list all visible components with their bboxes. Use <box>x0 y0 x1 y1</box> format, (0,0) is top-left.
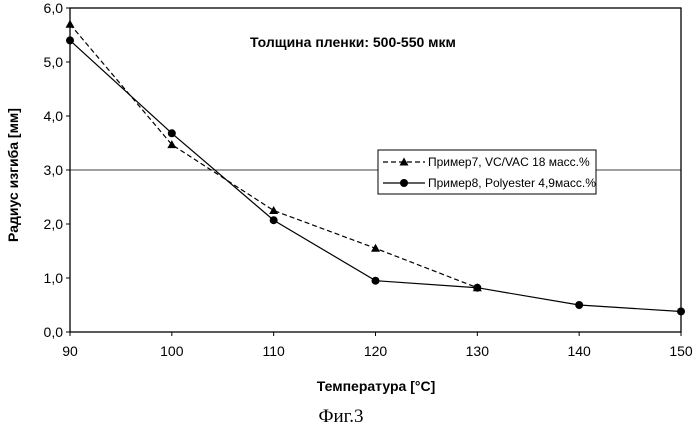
y-tick-label: 0,0 <box>44 324 64 340</box>
legend-label-series-2: Пример8, Polyester 4,9масс.% <box>428 176 596 190</box>
y-tick-label: 2,0 <box>44 216 64 232</box>
data-point-circle <box>66 36 74 45</box>
data-point-circle <box>677 307 685 316</box>
data-point-triangle <box>269 206 279 214</box>
legend-label-series-1: Пример7, VC/VAC 18 масс.% <box>428 155 590 169</box>
data-point-triangle <box>167 140 177 149</box>
x-axis-title: Температура [°C] <box>317 378 435 394</box>
x-tick-label: 100 <box>160 343 184 359</box>
y-axis-ticks: 0,0 1,0 2,0 3,0 4,0 5,0 6,0 <box>44 0 70 340</box>
x-tick-label: 110 <box>263 343 286 359</box>
data-point-triangle <box>371 243 380 252</box>
x-tick-label: 90 <box>62 343 78 359</box>
y-tick-label: 4,0 <box>44 108 64 124</box>
x-tick-label: 130 <box>466 343 490 359</box>
series-group <box>65 19 685 316</box>
x-tick-label: 140 <box>567 343 591 359</box>
y-tick-label: 1,0 <box>44 270 64 286</box>
x-axis-ticks: 90 100 110 120 130 140 150 <box>62 332 693 359</box>
legend-marker-series-1 <box>399 157 409 166</box>
data-point-circle <box>473 283 482 292</box>
x-tick-label: 120 <box>364 343 388 359</box>
chart-title: Толщина пленки: 500-550 мкм <box>250 34 456 50</box>
y-axis-title: Радиус изгиба [мм] <box>5 108 21 242</box>
figure-caption: Фиг.3 <box>318 406 363 427</box>
x-tick-label: 150 <box>669 343 693 359</box>
data-point-circle <box>167 129 176 138</box>
data-point-triangle <box>65 19 75 28</box>
y-tick-label: 3,0 <box>44 162 64 178</box>
y-tick-label: 6,0 <box>44 0 64 16</box>
legend-box <box>377 149 597 195</box>
series-line-1 <box>69 23 478 289</box>
data-point-circle <box>269 216 278 225</box>
y-tick-label: 5,0 <box>44 54 64 70</box>
data-point-circle <box>575 301 584 309</box>
legend-marker-series-2 <box>400 179 408 187</box>
legend: Пример7, VC/VAC 18 масс.% Пример8, Polye… <box>377 149 597 195</box>
data-point-circle <box>371 276 380 285</box>
